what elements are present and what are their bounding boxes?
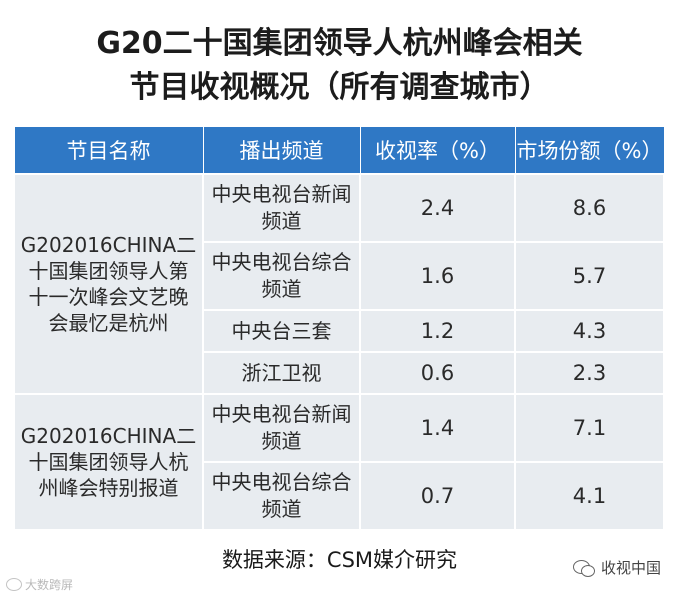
watermark-right-text: 收视中国 [600,559,661,577]
title-line-2: 节目收视概况（所有调查城市） [129,70,550,105]
rating-cell: 2.4 [359,173,516,243]
rating-cell: 1.4 [359,393,516,463]
table-row: G202016CHINA二十国集团领导人第十一次峰会文艺晚会最忆是杭州 中央电视… [13,173,665,395]
channel-cell: 中央电视台综合频道 [202,461,361,531]
header-share: 市场份额（%） [514,126,665,175]
watermark-left: 大数跨屏 [6,576,73,593]
table-row: 中央台三套 1.2 4.3 [14,309,665,353]
program-name-cell: G202016CHINA二十国集团领导人杭州峰会特别报道 [13,393,204,531]
table-row: 中央电视台综合频道 0.7 4.1 [14,461,665,531]
rating-cell: 0.6 [359,351,516,395]
share-cell: 2.3 [514,351,665,395]
header-rating: 收视率（%） [359,126,516,175]
rating-cell: 1.6 [359,241,516,311]
share-cell: 8.6 [514,173,665,243]
channel-cell: 中央电视台新闻频道 [202,393,361,463]
ratings-table: 节目名称 播出频道 收视率（%） 市场份额（%） G202016CHINA二十国… [13,126,665,531]
channel-cell: 中央电视台新闻频道 [202,173,361,243]
rating-cell: 1.2 [359,309,516,353]
header-channel: 播出频道 [202,126,361,175]
table-row: 浙江卫视 0.6 2.3 [14,351,665,395]
share-cell: 4.3 [514,309,665,353]
share-cell: 4.1 [514,461,665,531]
table-header-row: 节目名称 播出频道 收视率（%） 市场份额（%） [13,126,665,175]
page-title: G20二十国集团领导人杭州峰会相关 节目收视概况（所有调查城市） [0,22,679,110]
program-name-cell: G202016CHINA二十国集团领导人第十一次峰会文艺晚会最忆是杭州 [13,173,204,395]
channel-cell: 中央电视台综合频道 [202,241,361,311]
table-row: G202016CHINA二十国集团领导人杭州峰会特别报道 中央电视台新闻频道 1… [13,393,665,531]
rating-cell: 0.7 [359,461,516,531]
share-cell: 5.7 [514,241,665,311]
channel-cell: 浙江卫视 [202,351,361,395]
watermark-right: 收视中国 [572,557,661,578]
table-row: 中央电视台综合频道 1.6 5.7 [14,241,665,311]
data-source-note: 数据来源：CSM媒介研究 [221,548,458,572]
wechat-icon [572,559,595,577]
watermark-left-text: 大数跨屏 [25,578,74,592]
share-cell: 7.1 [514,393,665,463]
channel-cell: 中央台三套 [202,309,361,353]
weibo-icon [6,578,22,591]
header-program-name: 节目名称 [13,126,204,175]
title-line-1: G20二十国集团领导人杭州峰会相关 [96,26,583,61]
